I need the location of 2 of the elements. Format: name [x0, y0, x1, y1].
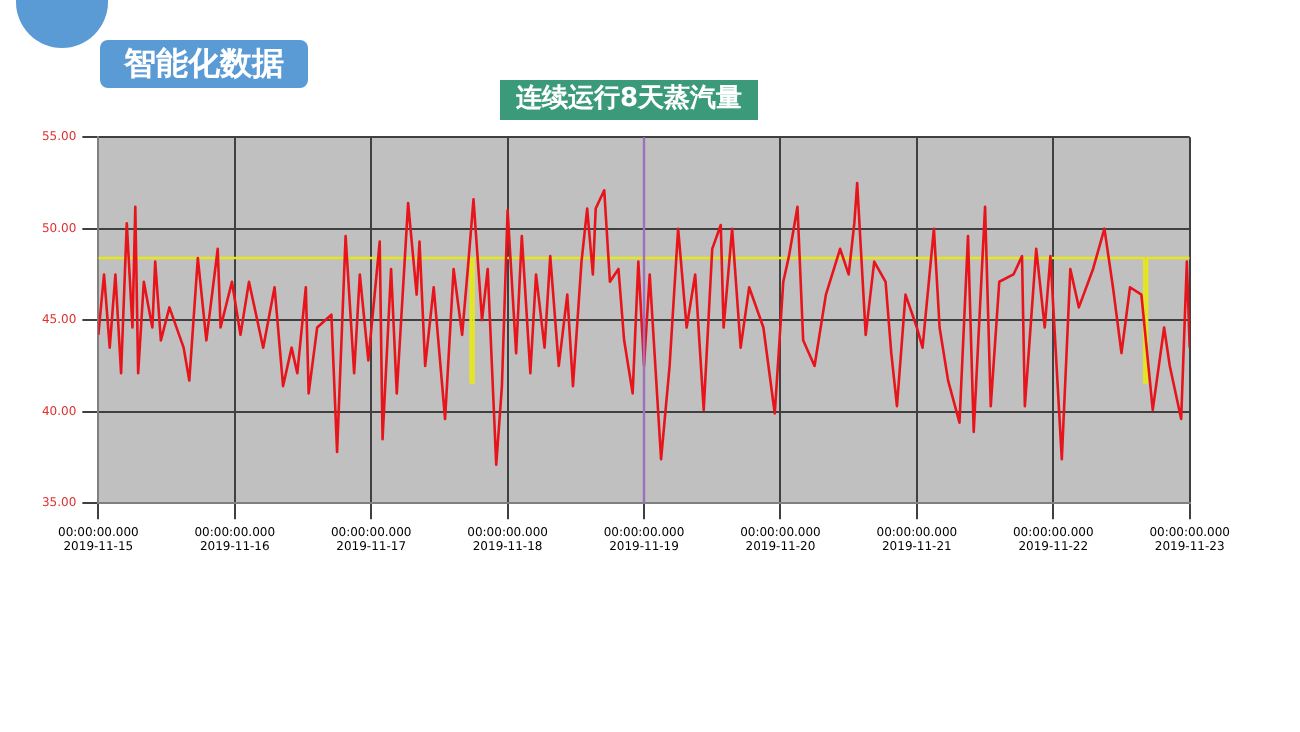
chart-title: 智能化数据	[100, 40, 308, 88]
chart-subtitle: 连续运行8天蒸汽量	[500, 80, 759, 120]
